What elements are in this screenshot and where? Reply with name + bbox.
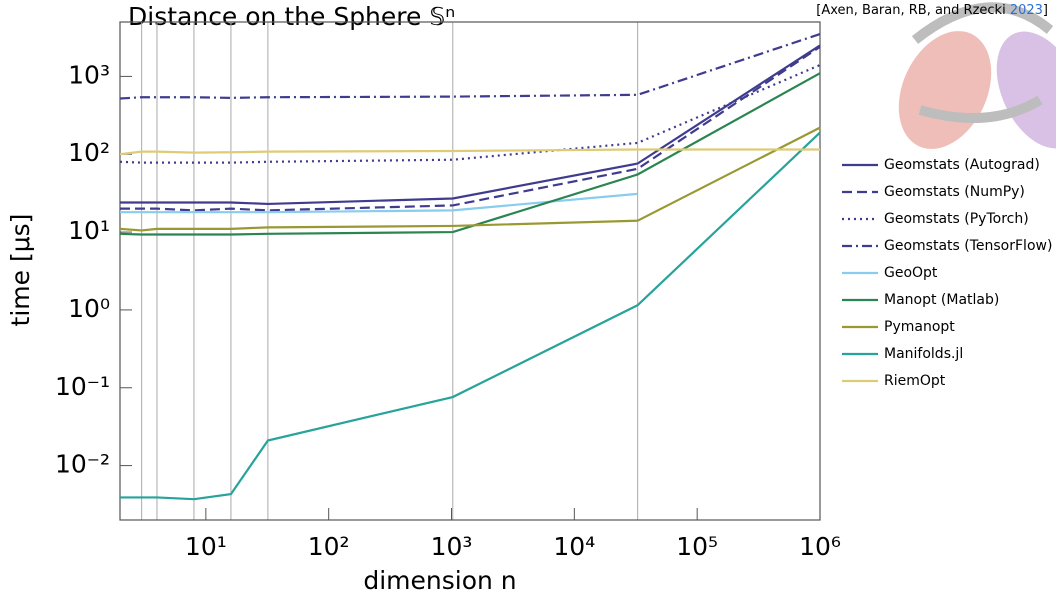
series-line <box>120 45 821 212</box>
x-axis-label: dimension n <box>363 566 516 595</box>
legend-label: Manopt (Matlab) <box>884 292 999 308</box>
series-line <box>119 126 821 232</box>
citation-authors: [Axen, Baran, RB, and Rzecki <box>816 3 1010 18</box>
y-tick-label: 10⁻² <box>55 450 110 479</box>
legend-label: Geomstats (NumPy) <box>884 184 1025 200</box>
legend-label: Pymanopt <box>884 319 955 335</box>
series-line <box>120 131 821 501</box>
legend-label: GeoOpt <box>884 265 938 281</box>
citation: [Axen, Baran, RB, and Rzecki 2023] <box>816 3 1048 18</box>
chart-title: Distance on the Sphere 𝕊ⁿ <box>128 2 455 31</box>
citation-year: 2023 <box>1010 3 1043 18</box>
series-line <box>119 64 821 164</box>
x-tick-label: 10² <box>308 532 350 561</box>
legend-label: Manifolds.jl <box>884 346 963 362</box>
x-tick-label: 10⁴ <box>553 532 595 561</box>
y-tick-label: 10¹ <box>68 216 110 245</box>
y-tick-label: 10⁰ <box>68 294 110 323</box>
series-line <box>120 192 638 214</box>
legend-label: Geomstats (PyTorch) <box>884 211 1029 227</box>
y-tick-label: 10⁻¹ <box>55 372 110 401</box>
y-tick-label: 10² <box>68 138 110 167</box>
legend-label: RiemOpt <box>884 373 946 389</box>
series-line <box>119 148 820 156</box>
citation-close: ] <box>1043 3 1048 18</box>
x-tick-label: 10⁵ <box>676 532 718 561</box>
x-tick-label: 10⁶ <box>799 532 841 561</box>
y-tick-label: 10³ <box>68 60 110 89</box>
plot-frame <box>119 21 821 521</box>
y-axis-label: time [μs] <box>6 214 35 327</box>
x-tick-label: 10¹ <box>185 532 227 561</box>
x-tick-label: 10³ <box>431 532 473 561</box>
legend-box <box>830 150 1056 400</box>
series-line <box>119 72 821 236</box>
legend-label: Geomstats (Autograd) <box>884 157 1040 173</box>
series-line <box>120 44 821 206</box>
sphere-illustration <box>898 2 1056 149</box>
legend-label: Geomstats (TensorFlow) <box>884 238 1052 254</box>
series-line <box>119 33 821 100</box>
